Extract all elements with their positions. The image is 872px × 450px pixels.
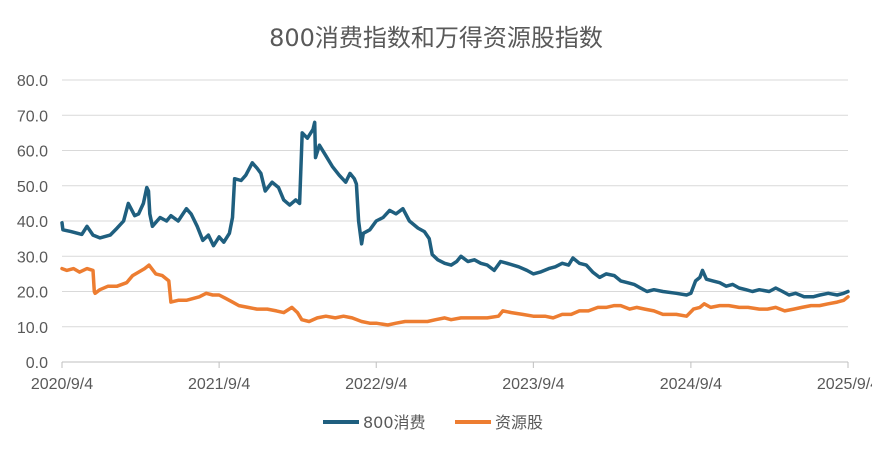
series-line-1: [60, 263, 850, 327]
y-tick-label: 20.0: [17, 285, 48, 302]
grid: [62, 79, 848, 328]
y-tick-label: 70.0: [17, 108, 48, 125]
y-tick-label: 0.0: [26, 355, 48, 372]
x-tick-label: 2025/9/4: [817, 376, 872, 393]
y-tick-label: 50.0: [17, 179, 48, 196]
legend-label-0: 800消费: [363, 413, 426, 432]
chart-title: 800消费指数和万得资源股指数: [269, 24, 603, 52]
series-layer: [60, 120, 850, 327]
series-line-0: [60, 120, 850, 299]
y-tick-label: 30.0: [17, 249, 48, 266]
y-tick-label: 80.0: [17, 73, 48, 90]
y-tick-label: 40.0: [17, 214, 48, 231]
legend: 800消费 资源股: [323, 413, 543, 432]
y-tick-label: 10.0: [17, 320, 48, 337]
x-tick-label: 2020/9/4: [31, 376, 93, 393]
x-tick-label: 2022/9/4: [345, 376, 407, 393]
legend-label-1: 资源股: [495, 413, 543, 432]
x-tick-label: 2023/9/4: [502, 376, 564, 393]
x-axis: 2020/9/4 2021/9/4 2022/9/4 2023/9/4 2024/9/4…: [31, 361, 872, 393]
x-tick-label: 2021/9/4: [188, 376, 250, 393]
x-tick-label: 2024/9/4: [660, 376, 722, 393]
y-axis: 0.0 10.0 20.0 30.0 40.0 50.0 60.0 70.0 80.0: [17, 73, 48, 372]
y-tick-label: 60.0: [17, 144, 48, 161]
